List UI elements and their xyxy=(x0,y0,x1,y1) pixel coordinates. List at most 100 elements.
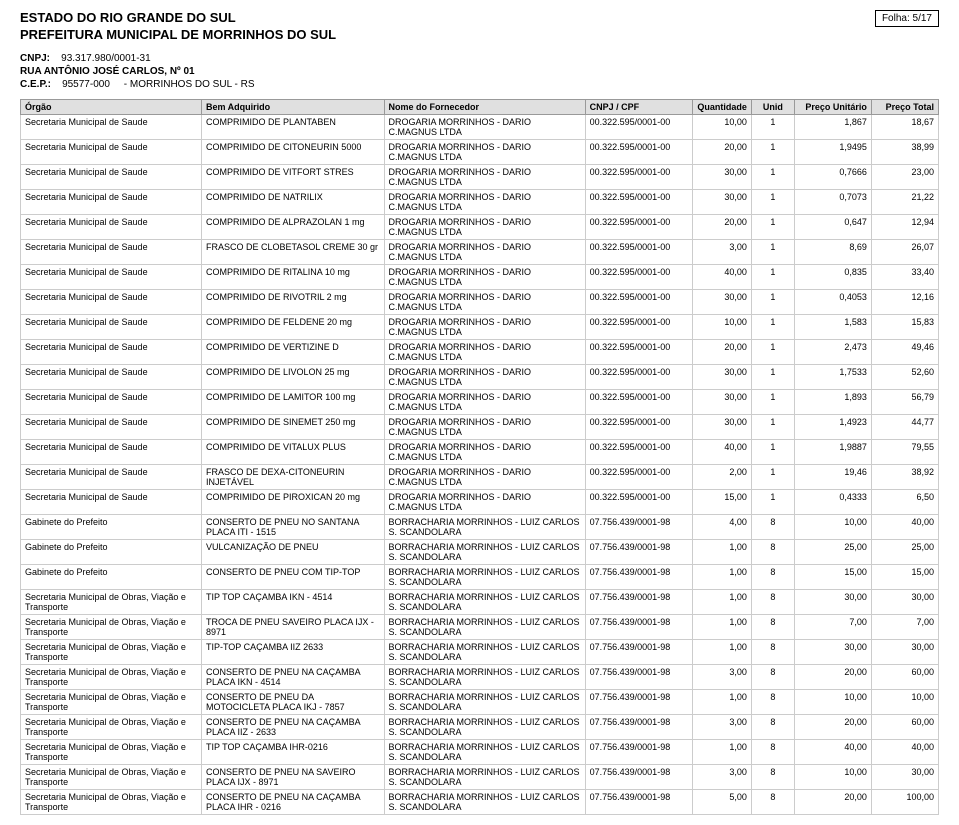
cell-bem: COMPRIMIDO DE VERTIZINE D xyxy=(201,339,384,364)
cell-bem: COMPRIMIDO DE RITALINA 10 mg xyxy=(201,264,384,289)
page-header: ESTADO DO RIO GRANDE DO SUL PREFEITURA M… xyxy=(20,10,939,44)
cell-unid: 1 xyxy=(751,464,794,489)
table-row: Secretaria Municipal de SaudeCOMPRIMIDO … xyxy=(21,439,939,464)
cell-pu: 0,647 xyxy=(794,214,871,239)
table-row: Secretaria Municipal de SaudeCOMPRIMIDO … xyxy=(21,414,939,439)
cell-orgao: Secretaria Municipal de Saude xyxy=(21,239,202,264)
cep-value: 95577-000 xyxy=(62,79,110,90)
cell-fornecedor: DROGARIA MORRINHOS - DARIO C.MAGNUS LTDA xyxy=(384,139,585,164)
cell-pu: 1,4923 xyxy=(794,414,871,439)
cell-orgao: Secretaria Municipal de Saude xyxy=(21,214,202,239)
cell-bem: CONSERTO DE PNEU DA MOTOCICLETA PLACA IK… xyxy=(201,689,384,714)
cell-pu: 0,4053 xyxy=(794,289,871,314)
table-row: Secretaria Municipal de Obras, Viação e … xyxy=(21,789,939,814)
cell-pt: 26,07 xyxy=(871,239,938,264)
cell-fornecedor: DROGARIA MORRINHOS - DARIO C.MAGNUS LTDA xyxy=(384,389,585,414)
cell-orgao: Secretaria Municipal de Obras, Viação e … xyxy=(21,614,202,639)
cell-fornecedor: DROGARIA MORRINHOS - DARIO C.MAGNUS LTDA xyxy=(384,239,585,264)
cell-qtd: 20,00 xyxy=(692,339,751,364)
cell-bem: CONSERTO DE PNEU COM TIP-TOP xyxy=(201,564,384,589)
cell-pu: 0,835 xyxy=(794,264,871,289)
cell-pt: 56,79 xyxy=(871,389,938,414)
table-row: Secretaria Municipal de SaudeCOMPRIMIDO … xyxy=(21,389,939,414)
cell-orgao: Secretaria Municipal de Obras, Viação e … xyxy=(21,639,202,664)
cell-unid: 8 xyxy=(751,639,794,664)
cell-bem: COMPRIMIDO DE ALPRAZOLAN 1 mg xyxy=(201,214,384,239)
header-line2: PREFEITURA MUNICIPAL DE MORRINHOS DO SUL xyxy=(20,27,336,44)
table-row: Secretaria Municipal de SaudeCOMPRIMIDO … xyxy=(21,314,939,339)
cell-orgao: Secretaria Municipal de Saude xyxy=(21,464,202,489)
cell-qtd: 30,00 xyxy=(692,414,751,439)
cell-unid: 1 xyxy=(751,239,794,264)
endereco: RUA ANTÔNIO JOSÉ CARLOS, Nº 01 xyxy=(20,66,195,77)
cell-unid: 8 xyxy=(751,664,794,689)
cell-qtd: 1,00 xyxy=(692,739,751,764)
table-row: Secretaria Municipal de SaudeCOMPRIMIDO … xyxy=(21,489,939,514)
cell-pu: 0,7073 xyxy=(794,189,871,214)
cell-orgao: Gabinete do Prefeito xyxy=(21,564,202,589)
header-line1: ESTADO DO RIO GRANDE DO SUL xyxy=(20,10,336,27)
cell-fornecedor: BORRACHARIA MORRINHOS - LUIZ CARLOS S. S… xyxy=(384,514,585,539)
cell-fornecedor: BORRACHARIA MORRINHOS - LUIZ CARLOS S. S… xyxy=(384,589,585,614)
cell-bem: COMPRIMIDO DE LIVOLON 25 mg xyxy=(201,364,384,389)
cell-pu: 1,7533 xyxy=(794,364,871,389)
cell-fornecedor: BORRACHARIA MORRINHOS - LUIZ CARLOS S. S… xyxy=(384,764,585,789)
header-title-block: ESTADO DO RIO GRANDE DO SUL PREFEITURA M… xyxy=(20,10,336,44)
cell-cnpj: 00.322.595/0001-00 xyxy=(585,139,692,164)
cell-fornecedor: DROGARIA MORRINHOS - DARIO C.MAGNUS LTDA xyxy=(384,114,585,139)
cell-fornecedor: DROGARIA MORRINHOS - DARIO C.MAGNUS LTDA xyxy=(384,164,585,189)
table-row: Secretaria Municipal de SaudeCOMPRIMIDO … xyxy=(21,189,939,214)
cell-qtd: 30,00 xyxy=(692,189,751,214)
cell-orgao: Secretaria Municipal de Obras, Viação e … xyxy=(21,689,202,714)
cell-bem: COMPRIMIDO DE NATRILIX xyxy=(201,189,384,214)
cell-pu: 25,00 xyxy=(794,539,871,564)
cell-qtd: 1,00 xyxy=(692,614,751,639)
table-row: Secretaria Municipal de SaudeCOMPRIMIDO … xyxy=(21,114,939,139)
cell-cnpj: 00.322.595/0001-00 xyxy=(585,364,692,389)
cidade: - MORRINHOS DO SUL - RS xyxy=(124,79,255,90)
cell-bem: TIP TOP CAÇAMBA IHR-0216 xyxy=(201,739,384,764)
cell-bem: COMPRIMIDO DE LAMITOR 100 mg xyxy=(201,389,384,414)
cell-bem: FRASCO DE CLOBETASOL CREME 30 gr xyxy=(201,239,384,264)
cell-qtd: 30,00 xyxy=(692,389,751,414)
table-row: Gabinete do PrefeitoVULCANIZAÇÃO DE PNEU… xyxy=(21,539,939,564)
cell-pt: 10,00 xyxy=(871,689,938,714)
col-qtd: Quantidade xyxy=(692,99,751,114)
cell-qtd: 30,00 xyxy=(692,289,751,314)
cell-unid: 8 xyxy=(751,789,794,814)
cell-pt: 38,99 xyxy=(871,139,938,164)
cell-qtd: 1,00 xyxy=(692,589,751,614)
cell-pu: 20,00 xyxy=(794,714,871,739)
folha-value: 5/17 xyxy=(913,13,932,24)
cell-pt: 15,83 xyxy=(871,314,938,339)
cell-pt: 6,50 xyxy=(871,489,938,514)
cell-pt: 60,00 xyxy=(871,664,938,689)
cell-bem: CONSERTO DE PNEU NA CAÇAMBA PLACA IIZ - … xyxy=(201,714,384,739)
cell-pt: 38,92 xyxy=(871,464,938,489)
folha-box: Folha: 5/17 xyxy=(875,10,939,27)
cell-orgao: Secretaria Municipal de Obras, Viação e … xyxy=(21,789,202,814)
cell-pt: 79,55 xyxy=(871,439,938,464)
cell-pt: 30,00 xyxy=(871,589,938,614)
cell-fornecedor: DROGARIA MORRINHOS - DARIO C.MAGNUS LTDA xyxy=(384,414,585,439)
cell-unid: 8 xyxy=(751,564,794,589)
cell-qtd: 3,00 xyxy=(692,664,751,689)
cell-cnpj: 00.322.595/0001-00 xyxy=(585,314,692,339)
cell-bem: COMPRIMIDO DE RIVOTRIL 2 mg xyxy=(201,289,384,314)
cell-bem: FRASCO DE DEXA-CITONEURIN INJETÁVEL xyxy=(201,464,384,489)
cell-pu: 30,00 xyxy=(794,639,871,664)
cell-fornecedor: DROGARIA MORRINHOS - DARIO C.MAGNUS LTDA xyxy=(384,289,585,314)
cell-pu: 1,583 xyxy=(794,314,871,339)
cell-cnpj: 00.322.595/0001-00 xyxy=(585,414,692,439)
cell-cnpj: 00.322.595/0001-00 xyxy=(585,339,692,364)
table-row: Secretaria Municipal de SaudeFRASCO DE C… xyxy=(21,239,939,264)
cell-cnpj: 07.756.439/0001-98 xyxy=(585,689,692,714)
cell-cnpj: 07.756.439/0001-98 xyxy=(585,589,692,614)
cell-fornecedor: BORRACHARIA MORRINHOS - LUIZ CARLOS S. S… xyxy=(384,689,585,714)
cell-unid: 1 xyxy=(751,289,794,314)
cell-qtd: 4,00 xyxy=(692,514,751,539)
cell-qtd: 30,00 xyxy=(692,164,751,189)
cell-unid: 1 xyxy=(751,264,794,289)
table-row: Secretaria Municipal de Obras, Viação e … xyxy=(21,664,939,689)
cell-cnpj: 00.322.595/0001-00 xyxy=(585,114,692,139)
